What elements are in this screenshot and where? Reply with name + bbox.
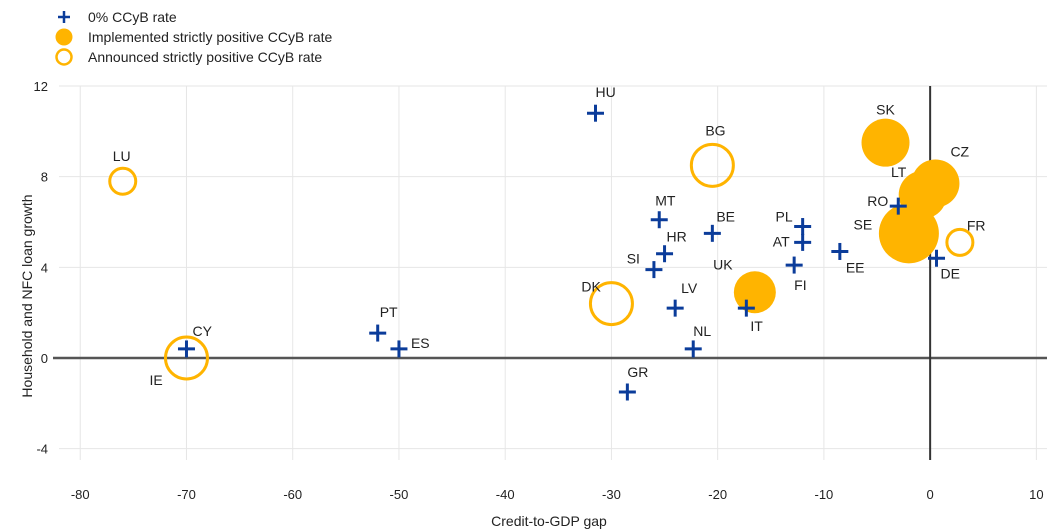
- legend-label: Announced strictly positive CCyB rate: [88, 49, 322, 65]
- y-tick-label: -4: [36, 442, 48, 457]
- label-fr: FR: [967, 217, 986, 233]
- point-cy: [177, 340, 195, 358]
- label-ee: EE: [846, 259, 865, 275]
- point-si: [645, 261, 663, 279]
- point-es: [390, 340, 408, 358]
- point-hu: [586, 104, 604, 122]
- legend-label: 0% CCyB rate: [88, 9, 177, 25]
- point-de: [928, 249, 946, 267]
- x-tick-label: -80: [71, 487, 90, 502]
- point-sk: [861, 118, 910, 167]
- y-tick-label: 0: [41, 351, 48, 366]
- label-hu: HU: [595, 84, 615, 100]
- point-uk: [733, 271, 776, 314]
- point-dk: [588, 281, 634, 327]
- legend-label: Implemented strictly positive CCyB rate: [88, 29, 333, 45]
- label-si: SI: [627, 251, 640, 267]
- y-tick-label: 8: [41, 170, 48, 185]
- x-tick-label: -30: [602, 487, 621, 502]
- x-tick-label: -40: [496, 487, 515, 502]
- point-labels: LU BG DK IE FR SK CZ LT SE UK HU MT BE HR SI LV NL GR IT PL…: [113, 84, 986, 388]
- label-it: IT: [750, 318, 763, 334]
- label-mt: MT: [655, 193, 676, 209]
- label-at: AT: [773, 233, 790, 249]
- point-lv: [666, 299, 684, 317]
- x-axis-title: Credit-to-GDP gap: [491, 513, 607, 529]
- point-it: [737, 299, 755, 317]
- label-be: BE: [716, 208, 735, 224]
- label-dk: DK: [581, 279, 601, 295]
- point-ie: [163, 335, 209, 381]
- label-gr: GR: [627, 364, 648, 380]
- point-bg: [689, 142, 735, 188]
- label-se: SE: [854, 216, 873, 232]
- point-se: [878, 203, 939, 264]
- point-pt: [369, 324, 387, 342]
- label-cy: CY: [192, 323, 212, 339]
- label-uk: UK: [713, 256, 733, 272]
- point-mt: [650, 211, 668, 229]
- point-ro: [889, 197, 907, 215]
- label-fi: FI: [794, 277, 806, 293]
- label-lv: LV: [681, 280, 698, 296]
- point-hr: [656, 245, 674, 263]
- label-sk: SK: [876, 102, 895, 118]
- point-pl: [794, 218, 812, 236]
- label-ie: IE: [149, 372, 162, 388]
- legend-item-zero: 0% CCyB rate: [58, 9, 177, 25]
- legend-item-implemented: Implemented strictly positive CCyB rate: [55, 28, 333, 46]
- label-bg: BG: [705, 122, 725, 138]
- label-pl: PL: [776, 209, 793, 225]
- label-lt: LT: [891, 164, 907, 180]
- point-gr: [618, 383, 636, 401]
- y-tick-label: 4: [41, 260, 48, 275]
- x-tick-label: -10: [815, 487, 834, 502]
- grid: [59, 85, 1047, 460]
- label-de: DE: [941, 265, 960, 281]
- label-cz: CZ: [950, 143, 969, 159]
- label-es: ES: [411, 335, 430, 351]
- label-hr: HR: [667, 229, 687, 245]
- x-tick-label: 10: [1029, 487, 1043, 502]
- point-lu: [108, 166, 138, 196]
- x-tick-label: 0: [927, 487, 934, 502]
- point-ee: [831, 242, 849, 260]
- legend-filled-circle-icon: [55, 28, 73, 46]
- label-pt: PT: [380, 304, 398, 320]
- legend-item-announced: Announced strictly positive CCyB rate: [55, 48, 322, 66]
- point-fi: [785, 256, 803, 274]
- y-axis-title: Household and NFC loan growth: [19, 194, 35, 397]
- x-tick-label: -70: [177, 487, 196, 502]
- legend-open-circle-icon: [55, 48, 73, 66]
- legend: 0% CCyB rate Implemented strictly positiv…: [55, 9, 333, 66]
- x-tick-label: -20: [708, 487, 727, 502]
- label-lu: LU: [113, 148, 131, 164]
- legend-plus-icon: [58, 11, 70, 23]
- point-fr: [945, 227, 975, 257]
- y-tick-label: 12: [34, 79, 48, 94]
- label-nl: NL: [693, 323, 711, 339]
- label-ro: RO: [867, 193, 888, 209]
- point-nl: [684, 340, 702, 358]
- point-be: [703, 224, 721, 242]
- x-tick-label: -60: [283, 487, 302, 502]
- x-tick-label: -50: [390, 487, 409, 502]
- point-at: [794, 233, 812, 251]
- data-points: [108, 104, 975, 401]
